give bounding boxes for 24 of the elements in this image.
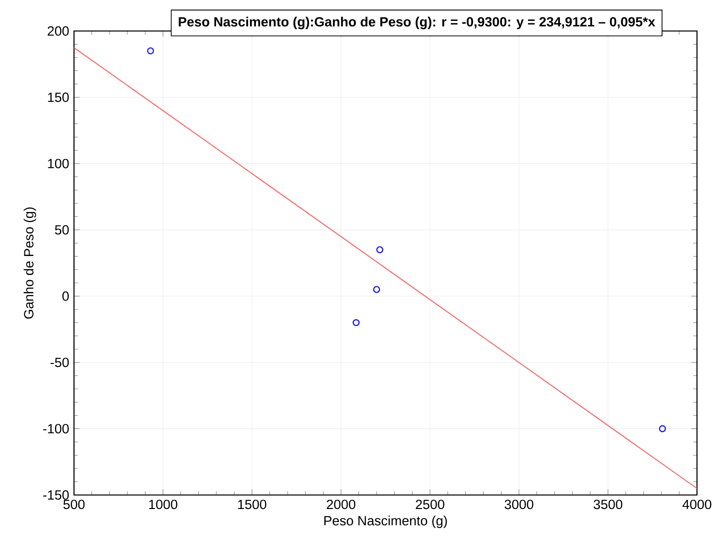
y-tick-label: -100 bbox=[43, 424, 69, 434]
x-tick-label: 1500 bbox=[238, 500, 266, 510]
x-tick-label: 500 bbox=[63, 500, 85, 510]
y-tick-label: 150 bbox=[48, 92, 69, 102]
y-tick-label: -50 bbox=[50, 358, 69, 368]
y-tick-label: 50 bbox=[55, 225, 69, 235]
x-tick-label: 1000 bbox=[149, 500, 178, 510]
x-tick-label: 3000 bbox=[504, 500, 534, 510]
x-tick-label: 4000 bbox=[682, 500, 712, 510]
y-axis-title: Ganho de Peso (g) bbox=[24, 208, 36, 319]
point bbox=[352, 319, 360, 326]
point bbox=[658, 425, 666, 432]
point bbox=[147, 47, 154, 54]
chart-title: Peso Nascimento (g):Ganho de Peso (g): r = -0,9300: y = 234,9121 – 0,095*x bbox=[178, 16, 656, 30]
y-tick-label: 200 bbox=[48, 26, 69, 36]
y-tick-label: 100 bbox=[48, 158, 69, 168]
x-tick-label: 2500 bbox=[416, 500, 444, 510]
y-tick-label: -150 bbox=[43, 490, 69, 500]
x-tick-label: 2000 bbox=[326, 500, 356, 510]
point bbox=[376, 246, 384, 254]
x-axis-title: Peso Nascimento (g) bbox=[324, 516, 447, 528]
y-tick-label: 0 bbox=[62, 291, 69, 301]
point bbox=[373, 286, 380, 294]
x-tick-label: 3500 bbox=[594, 500, 622, 510]
